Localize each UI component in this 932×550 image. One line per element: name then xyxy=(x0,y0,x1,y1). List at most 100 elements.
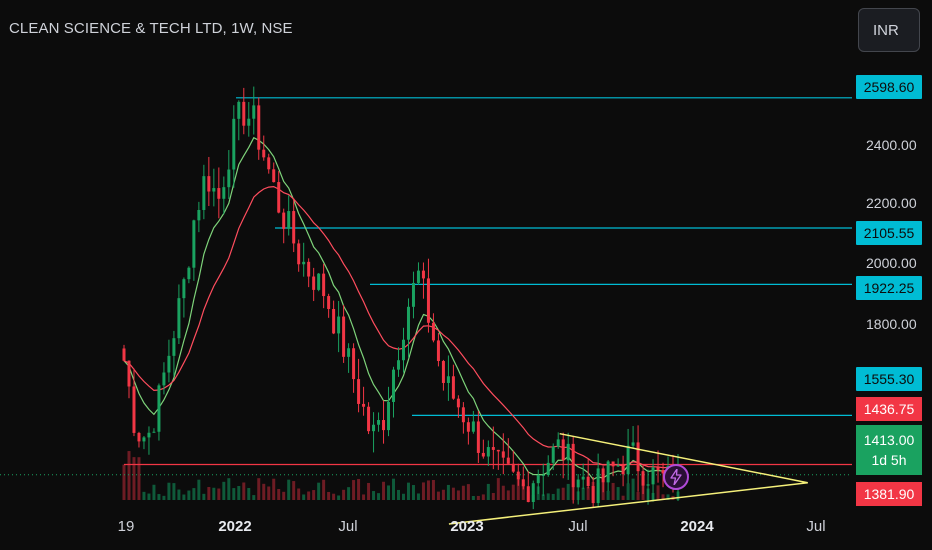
candle-body xyxy=(551,446,555,463)
volume-bar xyxy=(506,490,510,500)
triangle-upper-line xyxy=(559,432,808,484)
candle-body xyxy=(212,188,216,192)
x-tick-jul-2022: Jul xyxy=(338,518,358,535)
x-tick-2024: 2024 xyxy=(680,518,714,535)
candle-body xyxy=(352,348,356,380)
candle-body xyxy=(441,361,445,383)
volume-bar xyxy=(127,451,131,500)
price-tag-1922: 1922.25 xyxy=(856,276,922,300)
candle-body xyxy=(317,273,321,290)
volume-bar xyxy=(566,483,570,500)
volume-bar xyxy=(242,482,246,500)
candle-body xyxy=(327,296,331,309)
volume-bar xyxy=(287,479,291,500)
volume-bar xyxy=(202,493,206,500)
volume-bar xyxy=(382,481,386,500)
price-tag-1436: 1436.75 xyxy=(856,397,922,421)
volume-bar xyxy=(182,494,186,500)
volume-bar xyxy=(132,457,136,500)
candle-body xyxy=(411,282,415,307)
volume-bar xyxy=(466,484,470,500)
volume-bar xyxy=(436,491,440,500)
candle-body xyxy=(596,468,600,504)
volume-bar xyxy=(222,481,226,500)
horizontal-levels xyxy=(0,97,852,476)
candle-body xyxy=(152,431,156,433)
volume-bar xyxy=(267,486,271,500)
volume-bar xyxy=(586,487,590,500)
volume-bar xyxy=(162,495,166,500)
volume-bar xyxy=(207,487,211,500)
volume-bar xyxy=(177,489,181,500)
candle-body xyxy=(581,476,585,480)
candle-body xyxy=(401,339,405,361)
volume-bar xyxy=(342,489,346,500)
volume-bar xyxy=(337,495,341,500)
candle-body xyxy=(416,270,420,283)
currency-button[interactable]: INR xyxy=(858,8,920,52)
candle-body xyxy=(272,169,276,183)
candle-body xyxy=(207,176,211,192)
volume-bar xyxy=(397,489,401,500)
volume-bar xyxy=(631,478,635,500)
candle-body xyxy=(586,476,590,487)
volume-bar xyxy=(426,480,430,500)
candle-body xyxy=(247,118,251,126)
moving-averages xyxy=(123,136,679,481)
candle-body xyxy=(287,211,291,229)
chart-title: CLEAN SCIENCE & TECH LTD, 1W, NSE xyxy=(9,20,293,37)
candle-body xyxy=(367,406,371,432)
volume-bar xyxy=(377,493,381,500)
candle-body xyxy=(481,452,485,457)
volume-bar xyxy=(416,493,420,500)
volume-bar xyxy=(212,487,216,500)
volume-bar xyxy=(606,490,610,500)
volume-bar xyxy=(347,487,351,500)
candle-body xyxy=(631,442,635,446)
candle-body xyxy=(511,463,515,472)
volume-bar xyxy=(362,494,366,500)
candle-body xyxy=(132,386,136,433)
x-tick-19: 19 xyxy=(117,518,135,535)
candle-body xyxy=(232,118,236,170)
volume-bar xyxy=(392,478,396,500)
lightning-button[interactable] xyxy=(663,464,689,490)
volume-bar xyxy=(277,488,281,500)
candle-body xyxy=(541,475,545,477)
candle-body xyxy=(162,372,166,386)
volume-bar xyxy=(656,485,660,500)
volume-bar xyxy=(322,479,326,500)
volume-bar xyxy=(237,486,241,500)
candle-body xyxy=(227,169,231,188)
candle-body xyxy=(471,421,475,432)
candle-body xyxy=(142,437,146,442)
volume-bar xyxy=(461,485,465,500)
candle-body xyxy=(122,348,126,361)
candle-body xyxy=(252,105,256,119)
candle-body xyxy=(242,101,246,126)
candle-body xyxy=(636,442,640,472)
volume-bar xyxy=(421,482,425,500)
candle-body xyxy=(606,461,610,483)
volume-bar xyxy=(262,483,266,500)
candle-body xyxy=(397,360,401,370)
volume-bar xyxy=(147,493,151,500)
volume-bar xyxy=(616,487,620,500)
volume-bar xyxy=(626,483,630,500)
volume-bar xyxy=(581,487,585,500)
candle-body xyxy=(257,105,261,150)
candle-body xyxy=(187,267,191,280)
candle-body xyxy=(337,316,341,334)
candle-body xyxy=(406,306,410,340)
candle-body xyxy=(426,278,430,323)
volume-bar xyxy=(401,493,405,500)
candle-body xyxy=(456,398,460,408)
y-tick-2200: 2200.00 xyxy=(866,195,917,211)
candle-body xyxy=(451,376,455,399)
candle-body xyxy=(302,261,306,265)
volume-bar xyxy=(471,495,475,500)
candles xyxy=(122,86,680,510)
candle-body xyxy=(431,322,435,341)
volume-bar xyxy=(511,484,515,500)
